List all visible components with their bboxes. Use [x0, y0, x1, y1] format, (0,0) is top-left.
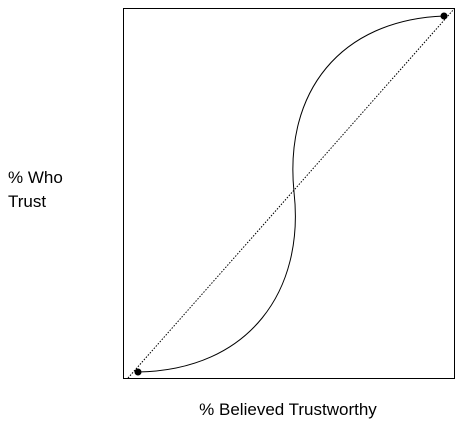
start-point: [134, 368, 142, 376]
y-axis-label-line: % Who: [8, 168, 63, 187]
plot-frame: [123, 8, 455, 379]
diagonal-reference: [127, 8, 455, 379]
x-axis-label: % Believed Trustworthy: [199, 400, 377, 419]
y-axis-label-line: Trust: [8, 192, 46, 211]
end-point: [440, 12, 448, 20]
s-curve: [137, 15, 445, 373]
